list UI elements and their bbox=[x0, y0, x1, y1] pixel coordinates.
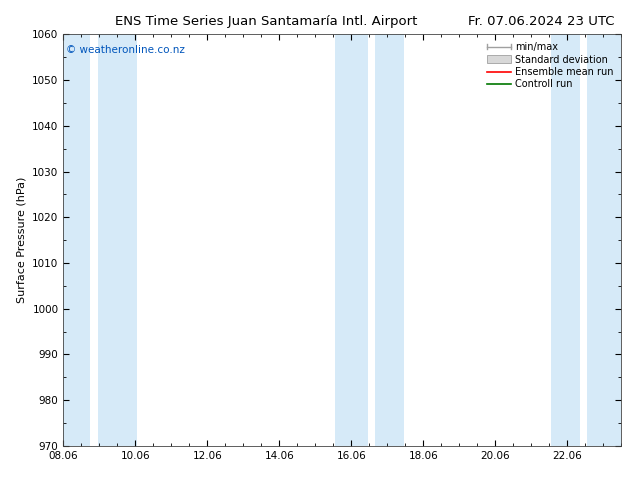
Text: © weatheronline.co.nz: © weatheronline.co.nz bbox=[66, 45, 185, 54]
Y-axis label: Surface Pressure (hPa): Surface Pressure (hPa) bbox=[16, 177, 27, 303]
Text: ENS Time Series Juan Santamaría Intl. Airport: ENS Time Series Juan Santamaría Intl. Ai… bbox=[115, 15, 417, 28]
Bar bbox=[63, 34, 91, 446]
Bar bbox=[98, 34, 137, 446]
Bar bbox=[375, 34, 404, 446]
Legend: min/max, Standard deviation, Ensemble mean run, Controll run: min/max, Standard deviation, Ensemble me… bbox=[484, 39, 616, 92]
Bar bbox=[551, 34, 580, 446]
Bar bbox=[335, 34, 368, 446]
Bar bbox=[587, 34, 621, 446]
Text: Fr. 07.06.2024 23 UTC: Fr. 07.06.2024 23 UTC bbox=[469, 15, 615, 28]
